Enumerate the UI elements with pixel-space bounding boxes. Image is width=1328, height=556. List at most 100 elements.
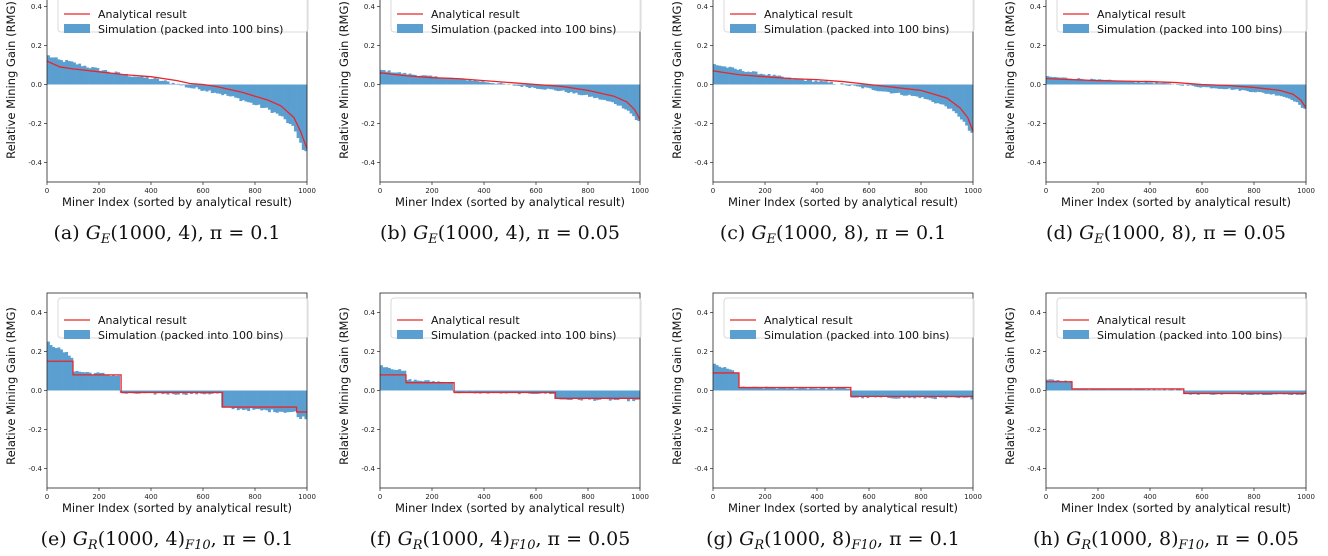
- simulation-bar: [822, 387, 826, 391]
- simulation-bar: [1228, 84, 1231, 89]
- simulation-bar: [1300, 84, 1304, 108]
- simulation-bar: [484, 82, 487, 85]
- simulation-bar: [788, 77, 792, 85]
- simulation-bar: [1056, 77, 1060, 85]
- simulation-bar: [637, 84, 641, 122]
- simulation-bar: [603, 84, 607, 101]
- simulation-bar: [419, 380, 422, 391]
- simulation-bar: [577, 390, 581, 400]
- legend-bar-label: Simulation (packed into 100 bins): [98, 329, 283, 342]
- simulation-bar: [252, 390, 256, 410]
- simulation-bar: [234, 390, 238, 409]
- simulation-bar: [739, 69, 742, 85]
- legend-bar-swatch: [730, 330, 756, 339]
- simulation-bar: [556, 84, 560, 92]
- simulation-bar: [1287, 390, 1291, 395]
- legend-line-label: Analytical result: [764, 314, 853, 327]
- simulation-bar: [1144, 389, 1148, 391]
- simulation-bar: [429, 381, 433, 391]
- simulation-bar: [101, 372, 105, 391]
- simulation-bar: [390, 369, 394, 391]
- y-axis-label: Relative Mining Gain (RMG): [670, 1, 684, 159]
- simulation-bar: [1064, 77, 1068, 85]
- simulation-bar: [145, 390, 149, 393]
- y-tick-label: -0.2: [694, 120, 708, 128]
- simulation-bar: [798, 79, 802, 85]
- simulation-bar: [1176, 389, 1179, 391]
- simulation-bar: [497, 83, 500, 85]
- simulation-bar: [49, 345, 53, 391]
- simulation-bar: [83, 65, 87, 85]
- simulation-bar: [1191, 390, 1195, 395]
- simulation-bar: [291, 390, 295, 412]
- simulation-bar: [200, 84, 204, 91]
- simulation-bar: [746, 71, 750, 85]
- y-tick-label: 0.4: [1030, 309, 1042, 317]
- simulation-bar: [434, 382, 438, 391]
- simulation-bar: [468, 390, 472, 393]
- simulation-bar: [866, 84, 870, 88]
- x-tick-label: 1000: [631, 187, 649, 195]
- simulation-bar: [528, 84, 532, 89]
- simulation-bar: [387, 70, 391, 85]
- simulation-bar: [1087, 389, 1091, 391]
- simulation-bar: [569, 390, 573, 401]
- x-tick-label: 400: [477, 493, 490, 501]
- simulation-bar: [135, 76, 139, 85]
- simulation-bar: [286, 390, 290, 413]
- simulation-bar: [145, 77, 149, 85]
- x-tick-label: 800: [1247, 493, 1260, 501]
- simulation-bar: [749, 387, 753, 391]
- x-tick-label: 1000: [1297, 187, 1315, 195]
- simulation-bar: [936, 84, 940, 104]
- simulation-bar: [515, 390, 519, 393]
- simulation-bar: [562, 84, 565, 91]
- simulation-bar: [491, 390, 495, 394]
- x-tick-label: 1000: [964, 493, 982, 501]
- simulation-bar: [122, 74, 126, 85]
- simulation-bar: [845, 388, 849, 391]
- simulation-bar: [393, 369, 396, 391]
- simulation-bar: [426, 75, 430, 85]
- simulation-bar: [1293, 390, 1296, 394]
- simulation-bar: [291, 84, 295, 126]
- simulation-bar: [445, 383, 448, 391]
- simulation-bar: [182, 84, 186, 86]
- simulation-bar: [80, 66, 84, 85]
- simulation-bar: [1079, 389, 1083, 391]
- analytical-line: [46, 60, 308, 150]
- simulation-bar: [1269, 390, 1273, 395]
- simulation-bar: [970, 390, 974, 400]
- subplot-d: 0 200 400 600 800 1000 -0.4 -0.2 0.0 0.2 0.4 Miner …: [1003, 0, 1315, 247]
- simulation-bar: [239, 390, 243, 409]
- simulation-bar: [1186, 390, 1190, 394]
- y-tick-label: -0.4: [694, 465, 708, 473]
- simulation-bar: [905, 84, 909, 96]
- legend-box: [390, 0, 642, 33]
- simulation-bar: [138, 76, 141, 85]
- simulation-bar: [814, 80, 818, 85]
- simulation-bar: [627, 84, 630, 111]
- simulation-bar: [590, 84, 594, 97]
- x-tick-label: 0: [45, 187, 49, 195]
- simulation-bar: [221, 84, 225, 96]
- simulation-bars: [47, 341, 308, 420]
- simulation-bar: [567, 84, 571, 94]
- simulation-bar: [1259, 390, 1263, 394]
- simulation-bar: [770, 75, 774, 85]
- simulation-bar: [897, 84, 901, 93]
- simulation-bar: [265, 390, 269, 411]
- x-axis-label: Miner Index (sorted by analytical result…: [395, 501, 625, 515]
- legend-box: [57, 297, 309, 339]
- subplot-a: 0 200 400 600 800 1000 -0.4 -0.2 0.0 0.2 0.4 Miner …: [4, 0, 316, 247]
- simulation-bar: [538, 84, 542, 90]
- simulation-bar: [1212, 84, 1216, 89]
- simulation-bar: [801, 387, 805, 391]
- simulation-bar: [88, 68, 92, 85]
- simulation-bar: [1202, 390, 1205, 395]
- simulation-bar: [804, 80, 807, 85]
- y-tick-label: -0.4: [361, 465, 375, 473]
- legend-bar-swatch: [397, 24, 423, 33]
- simulation-bar: [158, 80, 162, 85]
- simulation-bar: [255, 84, 258, 106]
